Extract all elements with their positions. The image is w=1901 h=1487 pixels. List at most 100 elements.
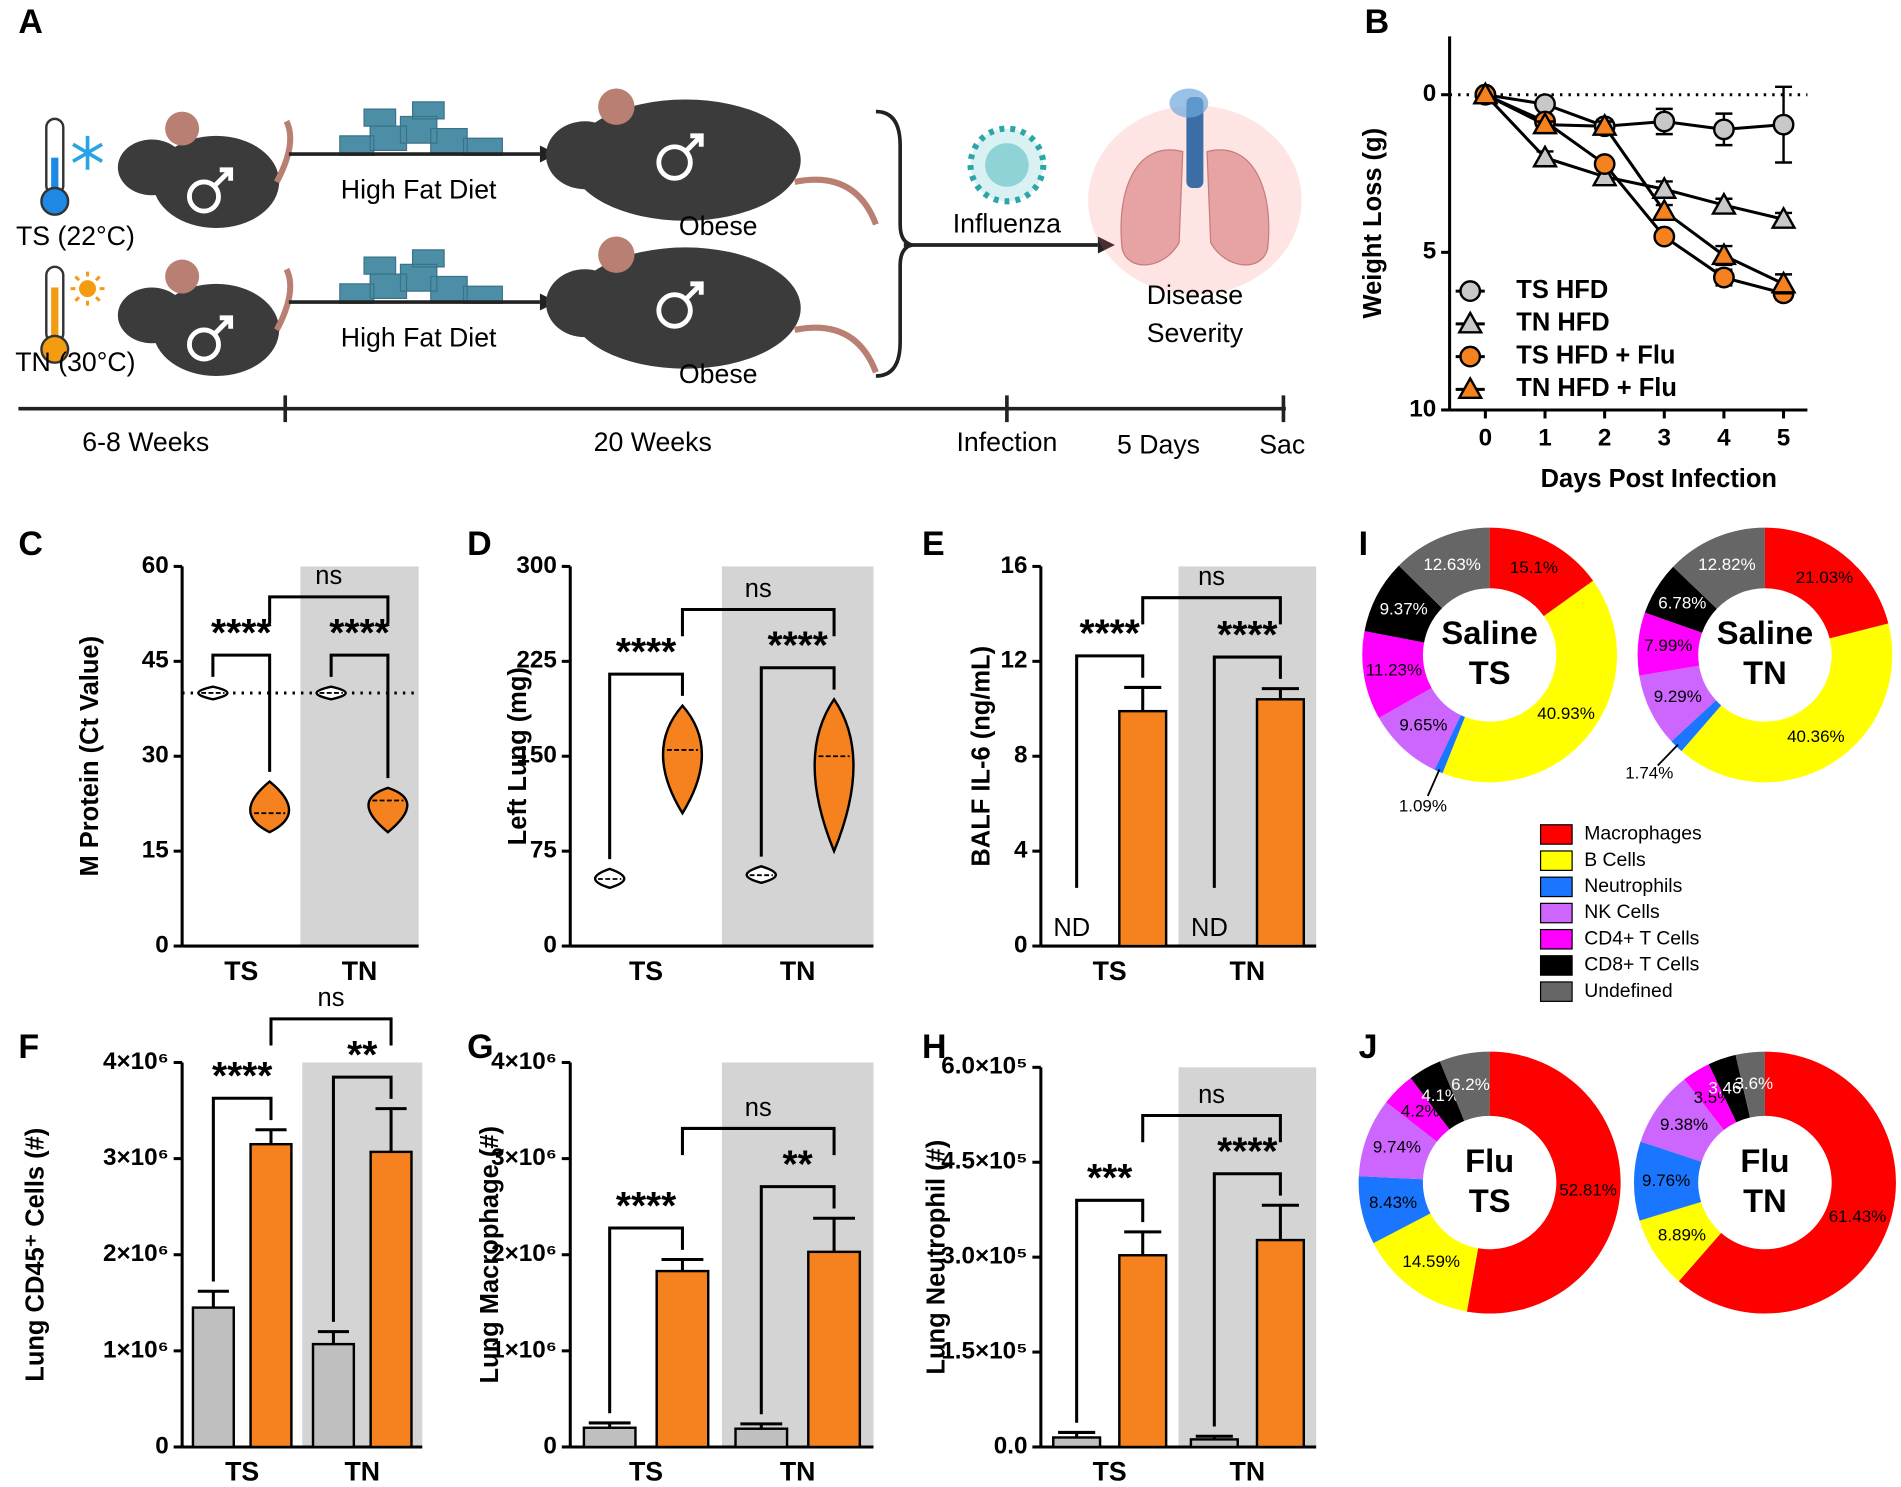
obese-mouse-body (570, 247, 801, 369)
legend-label: NK Cells (1584, 901, 1659, 923)
condition-label: TS (22°C) (16, 221, 135, 251)
marker (1770, 270, 1797, 294)
violin (813, 697, 855, 855)
timeline-label: 20 Weeks (594, 427, 712, 457)
bracket (329, 653, 390, 779)
tn-row-art (40, 236, 879, 376)
significance: **** (211, 612, 272, 655)
legend-label: Undefined (1584, 980, 1672, 1002)
arrow-head (1097, 236, 1115, 254)
significance: **** (329, 612, 390, 655)
lung-right (1206, 149, 1270, 266)
x-tick-label: TS (224, 956, 258, 986)
error-bar (1195, 1434, 1233, 1440)
bracket (1141, 1114, 1282, 1143)
error-bar (375, 1107, 407, 1152)
error-bar (813, 1216, 855, 1252)
bar (1118, 1254, 1168, 1449)
male-symbol (683, 133, 704, 154)
significance: ns (1198, 563, 1225, 591)
legend-marker (1457, 375, 1484, 400)
value-label: 3.6% (1734, 1074, 1773, 1093)
y-tick-label: 0 (543, 1432, 557, 1459)
obese-mouse-head (546, 269, 624, 338)
marker (1770, 205, 1797, 229)
error-bar (588, 1421, 631, 1428)
x-tick-label: TS (225, 1457, 259, 1487)
marker (1651, 197, 1678, 222)
virus-core (985, 143, 1029, 187)
value-label: 9.65% (1399, 715, 1447, 734)
male-symbol (683, 281, 704, 302)
trachea (1186, 97, 1204, 188)
bracket (608, 1226, 684, 1414)
y-tick-label: 3×10⁶ (103, 1144, 169, 1171)
result-label: Severity (1147, 318, 1244, 348)
marker (1653, 225, 1676, 248)
series-line (1484, 93, 1784, 221)
timeline-label: Infection (956, 427, 1057, 457)
snowflake-icon (72, 135, 104, 170)
legend-marker (1459, 345, 1482, 368)
x-tick-label: 1 (1538, 424, 1552, 451)
panel-label: I (1359, 525, 1368, 563)
donut-title: Saline (1441, 614, 1537, 651)
donut-slice (1678, 1051, 1896, 1314)
value-label: 9.38% (1660, 1115, 1708, 1134)
condition-label: TN (30°C) (15, 347, 135, 377)
x-tick-label: 5 (1777, 424, 1791, 451)
significance: **** (616, 1185, 677, 1228)
legend-label: Macrophages (1584, 823, 1701, 845)
panel-label: E (922, 525, 945, 563)
x-tick-label: TS (629, 1457, 663, 1487)
donut-slice (1358, 1176, 1431, 1244)
y-tick-label: 0 (1423, 80, 1437, 107)
legend-swatch (1539, 850, 1573, 871)
obese-mouse-ear (598, 88, 635, 125)
value-label: ND (1053, 914, 1090, 942)
marker (1772, 113, 1795, 136)
bracket (680, 608, 836, 637)
timeline-label: 6-8 Weeks (82, 427, 209, 457)
donut-slice (1373, 1213, 1479, 1312)
x-tick-label: TS (629, 956, 663, 986)
error-bar (1124, 685, 1162, 712)
y-tick-label: 45 (142, 647, 169, 674)
y-tick-label: 0.0 (994, 1432, 1028, 1459)
value-label: 8.43% (1369, 1193, 1417, 1212)
male-symbol (656, 292, 693, 329)
panel-label: F (18, 1028, 39, 1066)
obese-mouse-tail (794, 176, 879, 226)
y-tick-label: 4×10⁶ (103, 1048, 169, 1075)
donut-slice (1644, 566, 1717, 633)
marker (1710, 191, 1737, 215)
legend-label: CD8+ T Cells (1584, 954, 1699, 976)
error-bar (255, 1128, 287, 1145)
value-label: 12.82% (1698, 555, 1756, 574)
x-tick-label: TN (1230, 956, 1266, 986)
value-label: 1.09% (1399, 797, 1447, 816)
donut-slice (1439, 1051, 1490, 1121)
value-label: ND (1191, 914, 1228, 942)
obese-mouse-ear (598, 236, 635, 273)
error-bar (1058, 1430, 1096, 1438)
y-axis-label: Lung CD45⁺ Cells (#) (21, 1128, 49, 1382)
legend-swatch (1539, 955, 1573, 976)
legend-swatch (1539, 928, 1573, 950)
x-tick-label: 0 (1479, 424, 1493, 451)
donut-slice (1466, 1051, 1621, 1314)
value-label: 6.2% (1451, 1075, 1490, 1094)
y-tick-label: 4.5×10⁵ (941, 1148, 1027, 1175)
food-pile (339, 101, 503, 156)
donut-title: TN (1743, 654, 1787, 691)
marker (1653, 110, 1676, 133)
bracket (268, 595, 390, 624)
marker (1532, 144, 1559, 168)
significance: **** (1079, 613, 1140, 656)
obese-mouse-tail (794, 324, 879, 374)
legend-marker (1457, 310, 1484, 334)
donut-slice (1708, 1054, 1750, 1123)
significance: **** (1217, 614, 1278, 657)
diet-label: High Fat Diet (341, 323, 497, 353)
legend-swatch (1539, 876, 1573, 898)
